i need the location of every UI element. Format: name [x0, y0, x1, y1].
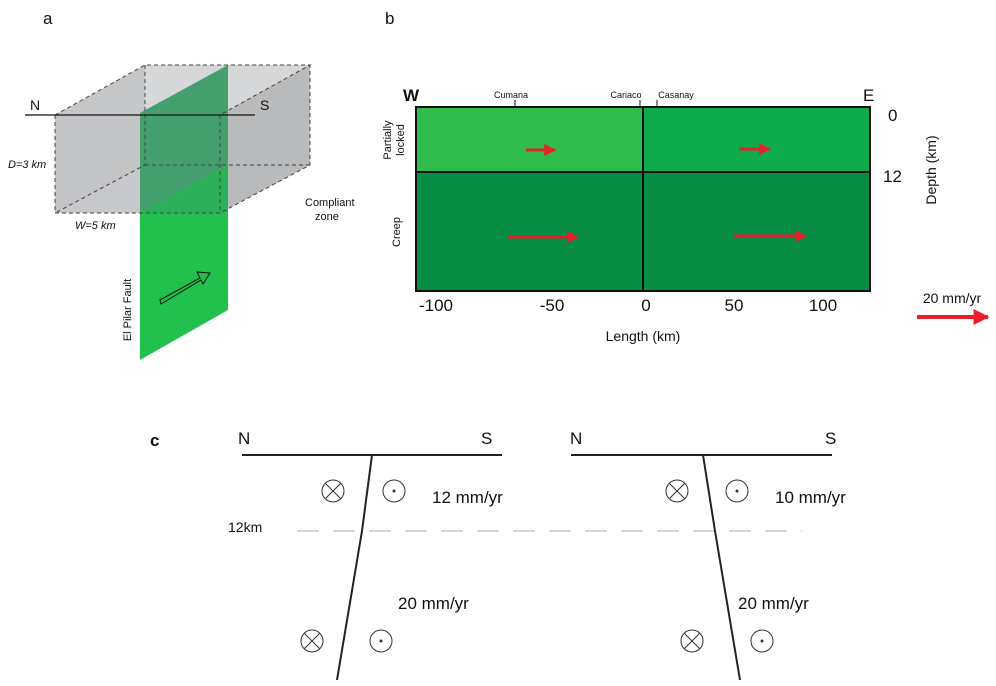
- zone: Compliant: [305, 197, 355, 209]
- east: E: [863, 86, 874, 105]
- length-tick: 100: [809, 296, 837, 315]
- zone: zone: [315, 211, 339, 223]
- north: N: [30, 97, 40, 113]
- west: W: [403, 86, 420, 105]
- south: S: [825, 429, 836, 448]
- rate: 12 mm/yr: [432, 488, 503, 507]
- layer-label: Partially: [382, 120, 394, 160]
- depth-label: Depth (km): [923, 135, 939, 204]
- panel-b: b W E Cumana Cariaco Casanay Partially l…: [382, 9, 988, 344]
- north: N: [570, 429, 582, 448]
- north: N: [238, 429, 250, 448]
- town-ticks: [515, 100, 657, 107]
- length-label: Length (km): [606, 328, 681, 344]
- panel-label: a: [43, 9, 53, 28]
- town: Cumana: [494, 90, 528, 100]
- town: Cariaco: [610, 90, 641, 100]
- town: Casanay: [658, 90, 694, 100]
- layer-label: Creep: [391, 217, 403, 247]
- motion-symbols: [301, 480, 773, 652]
- depth-label: 12km: [228, 519, 262, 535]
- length-tick: -50: [540, 296, 565, 315]
- scale-label: 20 mm/yr: [923, 290, 982, 306]
- rate: 10 mm/yr: [775, 488, 846, 507]
- panel-a: a N S D=3 km W=5 km Compliant zone El Pi…: [8, 9, 355, 360]
- depth: D=3 km: [8, 159, 46, 171]
- rate: 20 mm/yr: [398, 594, 469, 613]
- length-tick: 50: [725, 296, 744, 315]
- length-tick: -100: [419, 296, 453, 315]
- panel-label: c: [150, 431, 159, 450]
- rate: 20 mm/yr: [738, 594, 809, 613]
- depth-tick: 12: [883, 167, 902, 186]
- panel-label: b: [385, 9, 394, 28]
- south: S: [260, 97, 269, 113]
- locked-west: [416, 107, 643, 172]
- layer-label: locked: [395, 124, 407, 156]
- south: S: [481, 429, 492, 448]
- length-tick: 0: [641, 296, 650, 315]
- locked-east: [643, 107, 870, 172]
- depth-tick: 0: [888, 106, 897, 125]
- figure: a N S D=3 km W=5 km Compliant zone El Pi…: [0, 0, 996, 681]
- panel-c: c 12km N S 12 mm/yr 20 mm/yr N S 10 mm/y…: [150, 429, 846, 680]
- width: W=5 km: [75, 220, 116, 232]
- fault-label: El Pilar Fault: [122, 279, 134, 341]
